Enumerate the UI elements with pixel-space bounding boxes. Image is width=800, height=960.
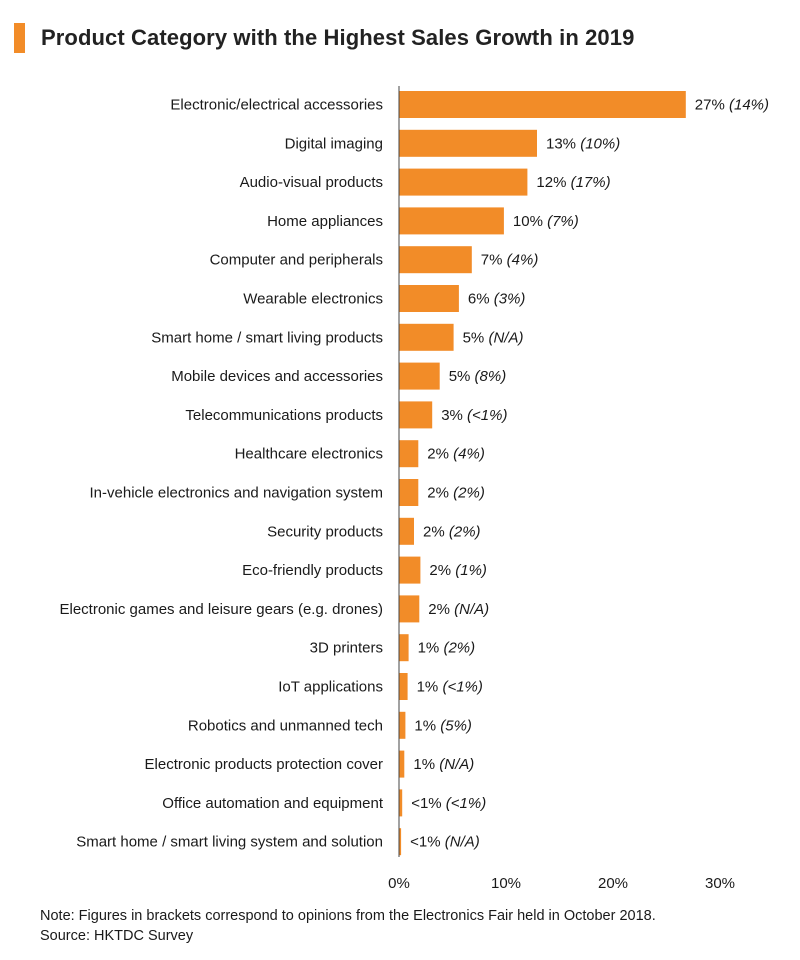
bar-office-automation-and-equipment xyxy=(399,789,403,817)
bar-healthcare-electronics xyxy=(399,440,419,468)
x-tick-label: 10% xyxy=(491,875,521,892)
title-marker xyxy=(14,23,25,53)
bar-mobile-devices-and-accessories xyxy=(399,362,440,390)
value-label-3d-printers: 1% (2%) xyxy=(418,640,476,657)
bar-wearable-electronics xyxy=(399,285,459,312)
category-label-mobile-devices-and-accessories: Mobile devices and accessories xyxy=(171,368,383,385)
bar-electronic-electrical-accessories xyxy=(399,91,686,118)
bar-robotics-and-unmanned-tech xyxy=(399,711,406,739)
category-label-electronic-electrical-accessories: Electronic/electrical accessories xyxy=(170,97,383,114)
value-labels-group: 27% (14%) 13% (10%) 12% (17%) 10% (7%) 7% (4… xyxy=(410,97,769,851)
category-label-electronic-products-protection-cover: Electronic products protection cover xyxy=(145,756,383,773)
category-label-3d-printers: 3D printers xyxy=(310,640,383,657)
bar-electronic-products-protection-cover xyxy=(399,750,405,778)
x-tick-label: 0% xyxy=(388,875,410,892)
value-label-audio-visual-products: 12% (17%) xyxy=(536,174,610,191)
category-label-home-appliances: Home appliances xyxy=(267,213,383,230)
chart-footer: Note: Figures in brackets correspond to … xyxy=(40,906,656,946)
bar-in-vehicle-electronics-and-navigation-system xyxy=(399,479,419,506)
value-label-computer-and-peripherals: 7% (4%) xyxy=(481,252,539,269)
bar-home-appliances xyxy=(399,207,504,235)
value-label-digital-imaging: 13% (10%) xyxy=(546,135,620,152)
bars-group xyxy=(399,91,686,856)
category-label-audio-visual-products: Audio-visual products xyxy=(240,174,383,191)
chart-title-row: Product Category with the Highest Sales … xyxy=(14,20,634,56)
chart-title: Product Category with the Highest Sales … xyxy=(41,25,635,50)
value-label-smart-home-smart-living-products: 5% (N/A) xyxy=(463,329,524,346)
bar-chart: Electronic/electrical accessories Digital… xyxy=(60,86,769,892)
category-label-in-vehicle-electronics-and-navigation-system: In-vehicle electronics and navigation sy… xyxy=(90,485,383,502)
x-tick-label: 20% xyxy=(598,875,628,892)
bar-telecommunications-products xyxy=(399,401,433,429)
value-label-electronic-electrical-accessories: 27% (14%) xyxy=(695,97,769,114)
value-label-smart-home-smart-living-system-and-solution: <1% (N/A) xyxy=(410,834,480,851)
x-tick-labels-group: 0% 10% 20% 30% xyxy=(388,875,735,892)
footnote: Note: Figures in brackets correspond to … xyxy=(40,908,656,924)
bar-digital-imaging xyxy=(399,129,537,157)
category-label-digital-imaging: Digital imaging xyxy=(285,135,383,152)
value-label-office-automation-and-equipment: <1% (<1%) xyxy=(411,795,486,812)
value-label-robotics-and-unmanned-tech: 1% (5%) xyxy=(414,717,472,734)
category-label-robotics-and-unmanned-tech: Robotics and unmanned tech xyxy=(188,717,383,734)
bar-security-products xyxy=(399,517,414,545)
value-label-mobile-devices-and-accessories: 5% (8%) xyxy=(449,368,507,385)
value-label-security-products: 2% (2%) xyxy=(423,523,481,540)
value-label-iot-applications: 1% (<1%) xyxy=(417,679,483,696)
bar-smart-home-smart-living-system-and-solution xyxy=(399,828,402,856)
value-label-in-vehicle-electronics-and-navigation-system: 2% (2%) xyxy=(427,485,485,502)
bar-smart-home-smart-living-products xyxy=(399,323,454,351)
bar-3d-printers xyxy=(399,634,409,662)
value-label-wearable-electronics: 6% (3%) xyxy=(468,291,526,308)
category-label-smart-home-smart-living-products: Smart home / smart living products xyxy=(151,329,383,346)
category-label-computer-and-peripherals: Computer and peripherals xyxy=(210,252,383,269)
bar-electronic-games-and-leisure-gears-e-g-drones xyxy=(399,595,420,623)
category-label-iot-applications: IoT applications xyxy=(278,679,383,696)
category-label-security-products: Security products xyxy=(267,523,383,540)
category-label-smart-home-smart-living-system-and-solution: Smart home / smart living system and sol… xyxy=(76,834,383,851)
category-label-healthcare-electronics: Healthcare electronics xyxy=(235,446,383,463)
category-label-office-automation-and-equipment: Office automation and equipment xyxy=(162,795,384,812)
value-label-healthcare-electronics: 2% (4%) xyxy=(427,446,485,463)
value-label-electronic-games-and-leisure-gears-e-g-drones: 2% (N/A) xyxy=(428,601,489,618)
category-label-eco-friendly-products: Eco-friendly products xyxy=(242,562,383,579)
category-labels-group: Electronic/electrical accessories Digital… xyxy=(60,97,384,851)
bar-iot-applications xyxy=(399,673,408,700)
value-label-home-appliances: 10% (7%) xyxy=(513,213,579,230)
category-label-telecommunications-products: Telecommunications products xyxy=(185,407,383,424)
value-label-telecommunications-products: 3% (<1%) xyxy=(441,407,507,424)
bar-computer-and-peripherals xyxy=(399,246,472,274)
value-label-electronic-products-protection-cover: 1% (N/A) xyxy=(413,756,474,773)
value-label-eco-friendly-products: 2% (1%) xyxy=(429,562,487,579)
source-note: Source: HKTDC Survey xyxy=(40,928,194,944)
category-label-electronic-games-and-leisure-gears-e-g-drones: Electronic games and leisure gears (e.g.… xyxy=(60,601,384,618)
x-tick-label: 30% xyxy=(705,875,735,892)
category-label-wearable-electronics: Wearable electronics xyxy=(243,291,383,308)
bar-audio-visual-products xyxy=(399,168,528,196)
bar-eco-friendly-products xyxy=(399,556,421,584)
